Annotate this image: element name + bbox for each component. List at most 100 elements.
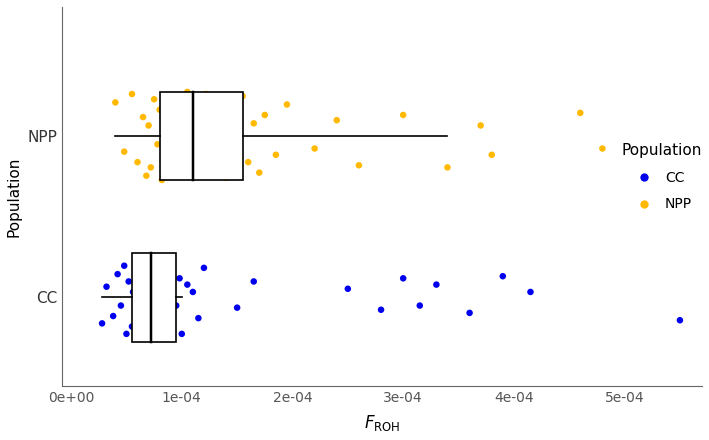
Point [146, 281, 157, 288]
Point [156, 176, 167, 183]
Point [145, 164, 157, 171]
Point [193, 120, 204, 127]
Point [171, 103, 182, 110]
Point [201, 91, 212, 98]
Point [189, 172, 201, 179]
Point [160, 117, 171, 124]
Point [143, 122, 155, 129]
Point [398, 111, 409, 118]
Point [270, 151, 281, 158]
Point [156, 309, 167, 316]
Point [154, 254, 165, 261]
Point [140, 257, 152, 264]
Point [248, 278, 259, 285]
Point [414, 302, 425, 309]
Point [148, 327, 160, 334]
Point [226, 110, 238, 117]
Point [96, 320, 108, 327]
Point [430, 281, 442, 288]
Point [118, 262, 130, 269]
Point [148, 96, 160, 103]
Point [108, 312, 119, 319]
Point [138, 114, 149, 121]
Point [165, 317, 177, 324]
Point [486, 151, 498, 158]
Point [116, 302, 127, 309]
Point [182, 88, 193, 95]
Point [196, 96, 208, 103]
Point [281, 101, 293, 108]
Point [442, 164, 453, 171]
Point [132, 306, 143, 313]
Bar [132, 253, 177, 341]
Point [179, 155, 190, 162]
Point [203, 148, 215, 155]
Point [342, 285, 354, 292]
Point [193, 315, 204, 322]
Point [525, 288, 536, 295]
Point [140, 172, 152, 179]
Point [135, 334, 147, 341]
Point [199, 154, 210, 161]
Point [254, 169, 265, 176]
Point [209, 162, 220, 169]
Point [574, 110, 586, 117]
Point [309, 145, 320, 152]
Point [162, 286, 173, 293]
Point [174, 169, 185, 176]
Point [160, 325, 171, 332]
Y-axis label: Population: Population [7, 156, 22, 237]
Point [375, 306, 386, 313]
Point [597, 145, 608, 152]
Point [353, 162, 364, 169]
Point [132, 158, 143, 165]
Point [187, 288, 199, 295]
Point [154, 106, 165, 113]
Point [167, 145, 179, 152]
Point [674, 317, 686, 324]
Point [145, 315, 157, 322]
Point [182, 281, 193, 288]
Point [121, 330, 132, 337]
Legend: CC, NPP: CC, NPP [621, 143, 701, 212]
Point [165, 92, 177, 99]
X-axis label: $\mathit{F}_{\mathrm{ROH}}$: $\mathit{F}_{\mathrm{ROH}}$ [364, 413, 401, 433]
Point [207, 99, 218, 106]
Point [110, 99, 121, 106]
Point [475, 122, 486, 129]
Point [143, 299, 155, 306]
Point [231, 143, 242, 150]
Point [215, 114, 226, 121]
Point [242, 158, 254, 165]
Point [331, 117, 342, 124]
Point [167, 259, 179, 266]
Point [152, 141, 163, 148]
Point [220, 174, 232, 181]
Point [144, 264, 155, 271]
Point [231, 304, 242, 311]
Point [259, 111, 270, 118]
Point [248, 120, 259, 127]
Point [497, 273, 508, 280]
Point [163, 166, 174, 173]
Point [157, 268, 169, 275]
Point [185, 143, 196, 150]
Point [174, 275, 185, 282]
Point [112, 271, 123, 278]
Point [171, 302, 182, 309]
Point [130, 260, 141, 267]
Point [176, 330, 187, 337]
Point [134, 273, 145, 280]
Point [152, 304, 163, 311]
Bar [160, 92, 242, 180]
Point [126, 91, 138, 98]
Point [140, 320, 151, 327]
Point [237, 92, 248, 99]
Point [128, 288, 139, 295]
Point [464, 309, 475, 316]
Point [150, 275, 161, 282]
Point [187, 101, 199, 108]
Point [126, 323, 138, 330]
Point [101, 283, 112, 290]
Point [398, 275, 409, 282]
